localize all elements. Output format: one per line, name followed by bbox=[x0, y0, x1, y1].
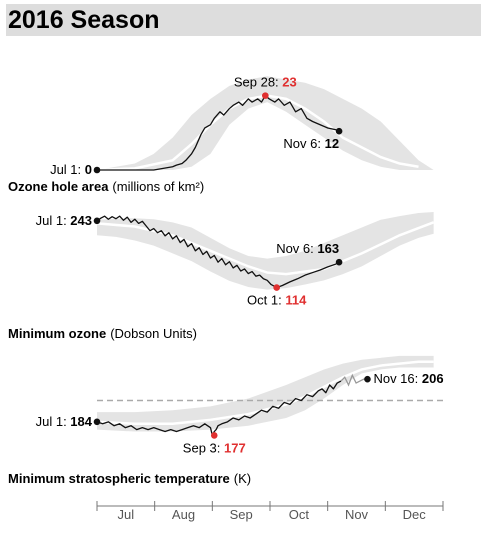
ozone_hole_area-title-unit: (millions of km²) bbox=[112, 179, 204, 194]
min_strat_temp-title: Minimum stratospheric temperature (K) bbox=[8, 471, 251, 486]
ozone_hole_area-marker-1 bbox=[262, 92, 269, 99]
ozone_hole_area-annotation-0: Jul 1: 0 bbox=[50, 162, 92, 177]
x-axis-label-sep: Sep bbox=[230, 507, 253, 522]
min_strat_temp-annotation-value-1: 177 bbox=[224, 440, 246, 455]
min_strat_temp-annotation-label-2: Nov 16: bbox=[373, 371, 421, 386]
ozone_hole_area-title: Ozone hole area (millions of km²) bbox=[8, 179, 204, 194]
ozone_hole_area-annotation-1: Sep 28: 23 bbox=[234, 75, 297, 90]
x-axis-label-oct: Oct bbox=[289, 507, 310, 522]
ozone_hole_area-average-line bbox=[96, 94, 419, 172]
minimum_ozone-marker-2 bbox=[335, 258, 343, 266]
min_strat_temp-title-text: Minimum stratospheric temperature bbox=[8, 471, 230, 486]
min_strat_temp-annotation-value-2: 206 bbox=[422, 371, 444, 386]
minimum_ozone-annotation-value-2: 163 bbox=[317, 241, 339, 256]
ozone_hole_area-series-line bbox=[97, 94, 340, 171]
min_strat_temp-marker-1 bbox=[210, 432, 218, 439]
ozone_hole_area-annotation-value-0: 0 bbox=[85, 162, 92, 177]
minimum_ozone-title-text: Minimum ozone bbox=[8, 326, 106, 341]
min_strat_temp-annotation-1: Sep 3: 177 bbox=[183, 440, 246, 455]
minimum_ozone-marker-0 bbox=[93, 217, 101, 225]
min_strat_temp-annotation-label-0: Jul 1: bbox=[36, 414, 71, 429]
ozone_hole_area-annotation-value-1: 23 bbox=[282, 75, 296, 90]
ozone_hole_area-annotation-2: Nov 6: 12 bbox=[283, 136, 339, 151]
min_strat_temp-series-line bbox=[96, 380, 342, 437]
min_strat_temp-panel: Jul 1: 184 Sep 3: 177 Nov 16: 206 Minimum s… bbox=[8, 355, 445, 486]
x-axis-label-aug: Aug bbox=[172, 507, 195, 522]
min_strat_temp-tail-line bbox=[340, 373, 368, 387]
minimum_ozone-annotation-value-0: 243 bbox=[70, 213, 92, 228]
minimum_ozone-annotation-2: Nov 6: 163 bbox=[276, 241, 339, 256]
min_strat_temp-marker-2 bbox=[364, 375, 371, 383]
ozone_hole_area-title-text: Ozone hole area bbox=[8, 179, 109, 194]
minimum_ozone-marker-1 bbox=[273, 284, 280, 291]
minimum_ozone-annotation-label-1: Oct 1: bbox=[247, 293, 285, 308]
title-bar: 2016 Season bbox=[6, 4, 481, 36]
ozone_hole_area-annotation-value-2: 12 bbox=[325, 136, 339, 151]
minimum_ozone-average-line bbox=[96, 221, 435, 276]
minimum_ozone-annotation-1: Oct 1: 114 bbox=[247, 293, 307, 308]
ozone_hole_area-marker-2 bbox=[335, 127, 343, 135]
minimum_ozone-annotation-label-2: Nov 6: bbox=[276, 241, 317, 256]
minimum_ozone-title-unit: (Dobson Units) bbox=[110, 326, 197, 341]
page-title: 2016 Season bbox=[8, 6, 160, 34]
min_strat_temp-annotation-2: Nov 16: 206 bbox=[373, 371, 443, 386]
x-axis-label-nov: Nov bbox=[345, 507, 369, 522]
min_strat_temp-title-unit: (K) bbox=[234, 471, 251, 486]
minimum_ozone-panel: Jul 1: 243 Oct 1: 114 Nov 6: 163 Minimum oz… bbox=[8, 212, 435, 341]
x-axis: Jul Aug Sep Oct Nov Dec bbox=[96, 501, 444, 522]
min_strat_temp-annotation-label-1: Sep 3: bbox=[183, 440, 224, 455]
min_strat_temp-annotation-0: Jul 1: 184 bbox=[36, 414, 93, 429]
ozone_hole_area-annotation-label-1: Sep 28: bbox=[234, 75, 282, 90]
minimum_ozone-range-band bbox=[97, 212, 434, 290]
x-axis-label-dec: Dec bbox=[403, 507, 427, 522]
min_strat_temp-marker-0 bbox=[93, 418, 101, 426]
minimum_ozone-title: Minimum ozone (Dobson Units) bbox=[8, 326, 197, 341]
min_strat_temp-average-line bbox=[96, 360, 434, 426]
ozone_hole_area-panel: Jul 1: 0 Sep 28: 23 Nov 6: 12 Ozone hole ar… bbox=[8, 75, 434, 194]
ozone_hole_area-annotation-label-2: Nov 6: bbox=[283, 136, 324, 151]
min_strat_temp-range-band bbox=[97, 355, 434, 432]
ozone_hole_area-range-band bbox=[97, 76, 434, 170]
minimum_ozone-annotation-0: Jul 1: 243 bbox=[36, 213, 92, 228]
min_strat_temp-annotation-value-0: 184 bbox=[70, 414, 92, 429]
minimum_ozone-annotation-label-0: Jul 1: bbox=[36, 213, 71, 228]
ozone_hole_area-annotation-label-0: Jul 1: bbox=[50, 162, 85, 177]
x-axis-label-jul: Jul bbox=[118, 507, 135, 522]
minimum_ozone-annotation-value-1: 114 bbox=[285, 293, 307, 308]
ozone_hole_area-marker-0 bbox=[93, 166, 101, 174]
